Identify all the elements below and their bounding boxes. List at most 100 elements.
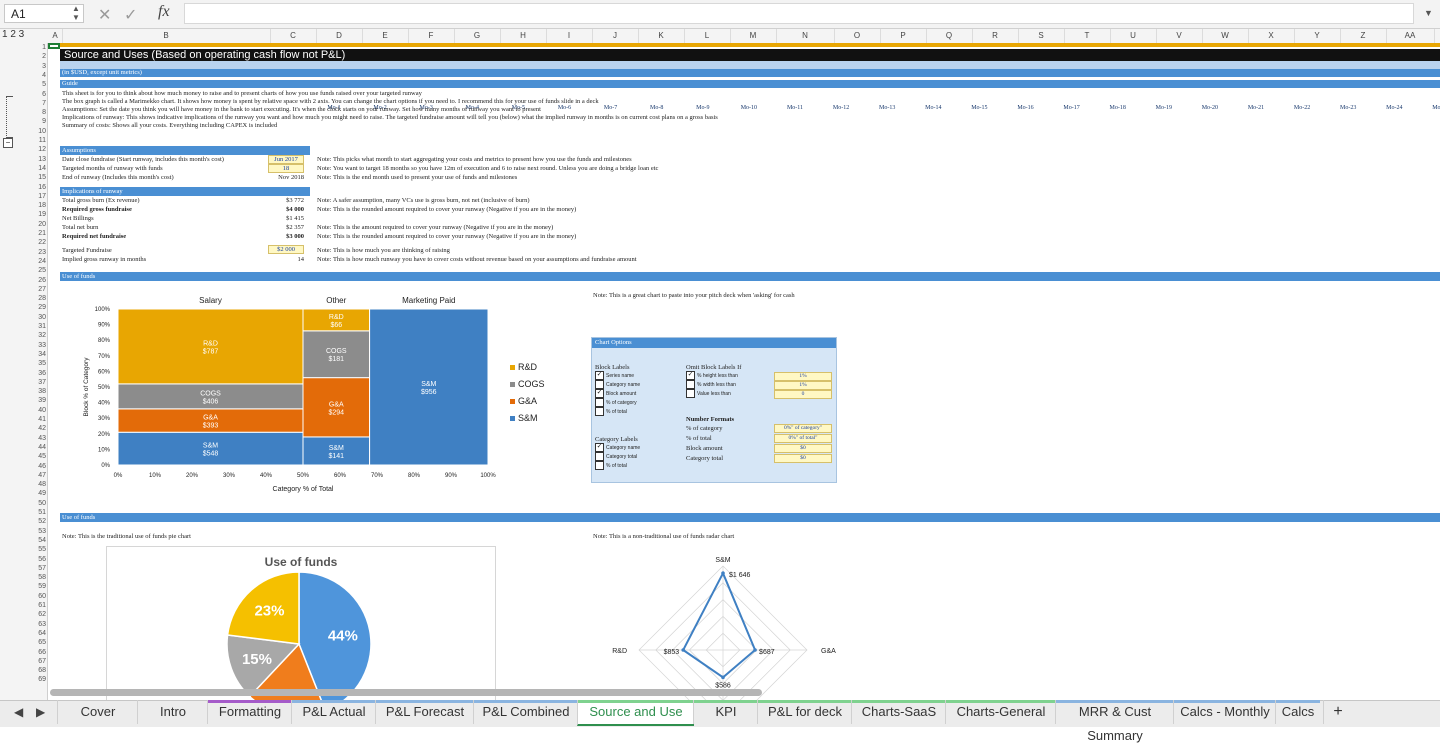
add-sheet-button[interactable]: +	[1323, 700, 1352, 724]
row-header[interactable]: 60	[38, 592, 46, 600]
number-format-input[interactable]: $0	[774, 454, 832, 463]
row-header[interactable]: 38	[38, 388, 46, 396]
column-header-T[interactable]: T	[1064, 29, 1111, 43]
row-header[interactable]: 31	[38, 323, 46, 330]
row-header[interactable]: 62	[38, 611, 46, 619]
column-header-O[interactable]: O	[834, 29, 881, 43]
column-header-S[interactable]: S	[1018, 29, 1065, 43]
row-header[interactable]: 32	[38, 332, 46, 340]
sheet-tab[interactable]: P&L for deck	[757, 700, 852, 724]
row-header[interactable]: 25	[38, 267, 46, 275]
row-header[interactable]: 16	[38, 183, 46, 191]
column-header-N[interactable]: N	[776, 29, 835, 43]
row-header[interactable]: 8	[42, 109, 46, 117]
row-header[interactable]: 36	[38, 369, 46, 377]
block-label-option[interactable]: % of total	[595, 407, 627, 417]
block-label-option[interactable]: Category name	[595, 380, 640, 390]
sheet-tab[interactable]: Charts-General	[945, 700, 1056, 724]
row-header[interactable]: 10	[38, 127, 46, 135]
row-header[interactable]: 26	[38, 276, 46, 284]
column-header-F[interactable]: F	[408, 29, 455, 43]
row-header[interactable]: 12	[38, 146, 46, 154]
row-header[interactable]: 65	[38, 639, 46, 647]
block-label-option[interactable]: % of category	[595, 398, 637, 408]
category-label-option[interactable]: % of total	[595, 461, 627, 471]
row-header[interactable]: 46	[38, 462, 46, 470]
row-header[interactable]: 28	[38, 295, 46, 303]
checkbox[interactable]: ✓	[595, 371, 604, 380]
column-header-L[interactable]: L	[684, 29, 731, 43]
row-header[interactable]: 53	[38, 527, 46, 535]
column-header-V[interactable]: V	[1156, 29, 1203, 43]
sheet-tab[interactable]: Charts-SaaS	[851, 700, 946, 724]
column-header-E[interactable]: E	[362, 29, 409, 43]
row-header[interactable]: 52	[38, 518, 46, 526]
column-header-G[interactable]: G	[454, 29, 501, 43]
row-header[interactable]: 50	[38, 499, 46, 507]
row-header[interactable]: 64	[38, 629, 46, 637]
row-header[interactable]: 44	[38, 443, 46, 451]
row-header[interactable]: 24	[38, 257, 46, 265]
row-header[interactable]: 1	[42, 44, 46, 51]
row-header[interactable]: 67	[38, 657, 46, 665]
confirm-icon[interactable]: ✓	[124, 7, 138, 24]
row-header[interactable]: 29	[38, 304, 46, 312]
row-header[interactable]: 68	[38, 667, 46, 675]
row-header[interactable]: 35	[38, 360, 46, 368]
row-header[interactable]: 4	[42, 71, 46, 79]
name-box[interactable]: A1	[4, 4, 84, 23]
checkbox[interactable]	[595, 407, 604, 416]
category-label-option[interactable]: Category total	[595, 452, 637, 462]
row-header[interactable]: 58	[38, 574, 46, 582]
formula-input[interactable]	[184, 3, 1414, 24]
row-header[interactable]: 61	[38, 602, 46, 609]
row-header[interactable]: 13	[38, 155, 46, 163]
row-header[interactable]: 20	[38, 220, 46, 228]
row-header[interactable]: 27	[38, 285, 46, 293]
omit-option[interactable]: Value less than	[686, 389, 731, 399]
name-box-stepper-icon[interactable]: ▲ ▼	[72, 4, 80, 22]
column-header-J[interactable]: J	[592, 29, 639, 43]
row-header[interactable]: 5	[42, 81, 46, 89]
row-header[interactable]: 3	[42, 62, 46, 70]
row-header[interactable]: 41	[38, 416, 46, 423]
sheet-tab[interactable]: P&L Actual	[291, 700, 376, 724]
function-icon[interactable]: fx	[158, 3, 170, 20]
checkbox[interactable]	[595, 452, 604, 461]
row-header[interactable]: 18	[38, 202, 46, 210]
column-header-A[interactable]: A	[48, 29, 63, 43]
column-header-D[interactable]: D	[316, 29, 363, 43]
column-header-X[interactable]: X	[1248, 29, 1295, 43]
omit-option[interactable]: % width less than	[686, 380, 736, 390]
sheet-tab[interactable]: Formatting	[207, 700, 292, 724]
block-label-option[interactable]: ✓ Block amount	[595, 389, 636, 399]
column-header-Q[interactable]: Q	[926, 29, 973, 43]
outline-level-buttons[interactable]: 1 2 3	[2, 29, 25, 40]
row-header[interactable]: 48	[38, 481, 46, 489]
column-header-B[interactable]: B	[62, 29, 271, 43]
row-header[interactable]: 57	[38, 564, 46, 572]
column-header-Y[interactable]: Y	[1294, 29, 1341, 43]
radar-chart[interactable]: S&MG&ACOGSR&D$1 646$687$586$853	[588, 543, 888, 703]
column-header-M[interactable]: M	[730, 29, 777, 43]
checkbox[interactable]: ✓	[686, 371, 695, 380]
column-header-W[interactable]: W	[1202, 29, 1249, 43]
assumption-input[interactable]: Jun 2017	[268, 155, 304, 164]
sheet-tab[interactable]: Calcs - Monthly	[1173, 700, 1276, 724]
omit-threshold-input[interactable]: 1%	[774, 381, 832, 390]
omit-threshold-input[interactable]: 0	[774, 390, 832, 399]
sheet-grid[interactable]: Source and Uses (Based on operating cash…	[48, 43, 1440, 703]
sheet-tab[interactable]: Intro	[137, 700, 208, 724]
checkbox[interactable]: ✓	[595, 389, 604, 398]
row-header[interactable]: 56	[38, 555, 46, 563]
row-header[interactable]: 6	[42, 90, 46, 98]
row-header[interactable]: 42	[38, 425, 46, 433]
selected-cell[interactable]	[48, 43, 60, 49]
row-header[interactable]: 49	[38, 490, 46, 498]
row-header[interactable]: 33	[38, 341, 46, 349]
column-header-P[interactable]: P	[880, 29, 927, 43]
number-format-input[interactable]: $0	[774, 444, 832, 453]
row-header[interactable]: 69	[38, 676, 46, 684]
next-sheet-icon[interactable]: ▶	[36, 705, 46, 719]
number-format-input[interactable]: 0%" of category"	[774, 424, 832, 433]
